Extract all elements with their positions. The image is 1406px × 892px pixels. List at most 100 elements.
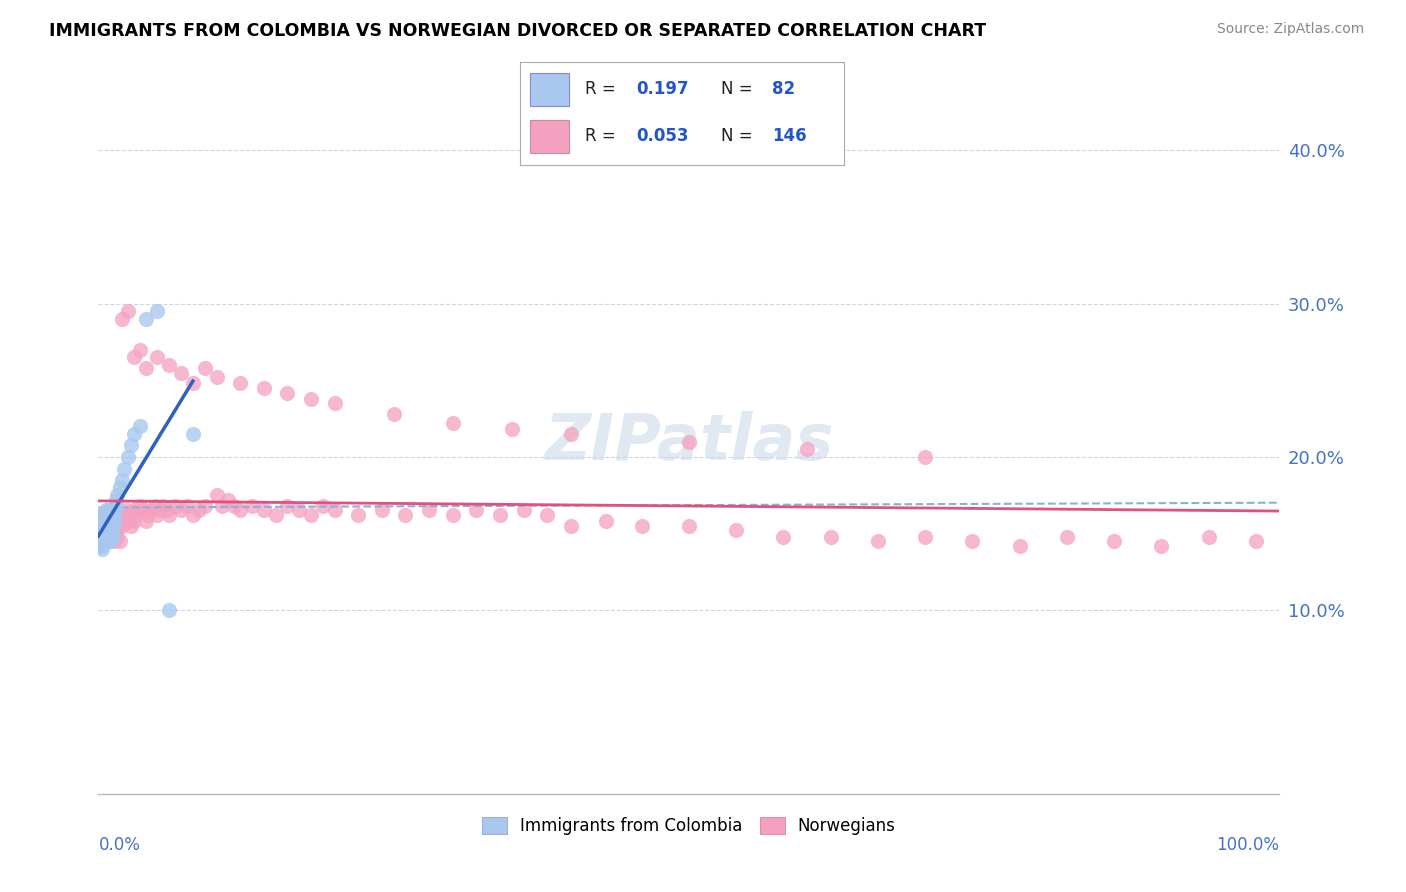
Text: 146: 146 [772,128,807,145]
Point [725,524,748,538]
Point [105,488,128,502]
Point [105,492,128,507]
Point [91,518,114,533]
Point [121,437,143,451]
Point [90,529,112,543]
Point [103,518,125,533]
Point [93,508,115,522]
Point [465,503,488,517]
Point [1150,539,1173,553]
Point [157,603,180,617]
Point [112,514,135,528]
Point [105,524,128,538]
Point [595,514,617,528]
Point [1198,529,1220,543]
Point [91,534,114,549]
Point [157,358,180,372]
Point [97,529,120,543]
Point [678,518,700,533]
Point [114,503,136,517]
FancyBboxPatch shape [530,120,568,153]
Point [103,518,125,533]
Point [103,534,125,549]
Point [105,499,128,513]
Point [90,539,112,553]
Point [100,511,122,525]
Point [96,508,118,522]
Text: N =: N = [721,80,752,98]
Point [97,508,120,522]
Point [91,534,114,549]
Point [117,514,139,528]
Point [93,518,115,533]
Point [90,526,112,541]
Point [253,503,276,517]
Point [97,518,120,533]
Point [97,529,120,543]
Point [122,426,145,441]
Point [90,529,112,543]
Point [152,499,174,513]
Point [156,503,179,517]
Text: 100.0%: 100.0% [1216,836,1279,855]
Point [125,508,148,522]
Point [93,534,115,549]
Point [170,366,193,380]
Point [91,514,114,528]
Point [91,529,114,543]
Point [104,514,127,528]
Point [96,514,118,528]
Point [100,518,122,533]
Point [94,514,117,528]
Point [89,518,111,533]
Point [489,508,512,522]
Point [441,416,464,430]
Point [94,534,117,549]
Text: 0.197: 0.197 [637,80,689,98]
Text: IMMIGRANTS FROM COLOMBIA VS NORWEGIAN DIVORCED OR SEPARATED CORRELATION CHART: IMMIGRANTS FROM COLOMBIA VS NORWEGIAN DI… [49,22,987,40]
Point [91,514,114,528]
Point [91,526,114,541]
Point [91,534,114,549]
Point [101,508,124,522]
Point [97,518,120,533]
Point [89,539,111,553]
Point [89,529,111,543]
Point [98,514,121,528]
Point [276,385,298,400]
Point [98,529,121,543]
Point [93,529,115,543]
Point [91,514,114,528]
Point [1056,529,1078,543]
Point [107,518,129,533]
Point [132,503,155,517]
Point [98,514,121,528]
Point [187,503,209,517]
Point [108,534,131,549]
Text: N =: N = [721,128,752,145]
Point [253,381,276,395]
Point [91,514,114,528]
Point [91,518,114,533]
Point [96,524,118,538]
Point [90,518,112,533]
Point [96,534,118,549]
Point [98,529,121,543]
Point [96,508,118,522]
Point [90,539,112,553]
Point [90,534,112,549]
Text: ZIPatlas: ZIPatlas [544,410,834,473]
Point [89,529,111,543]
Point [176,499,198,513]
Point [91,534,114,549]
Point [91,524,114,538]
Point [371,503,394,517]
Point [90,526,112,541]
Point [112,462,135,476]
Point [101,514,124,528]
Point [105,529,128,543]
Point [97,534,120,549]
Point [299,392,322,406]
Point [264,508,287,522]
Point [89,514,111,528]
